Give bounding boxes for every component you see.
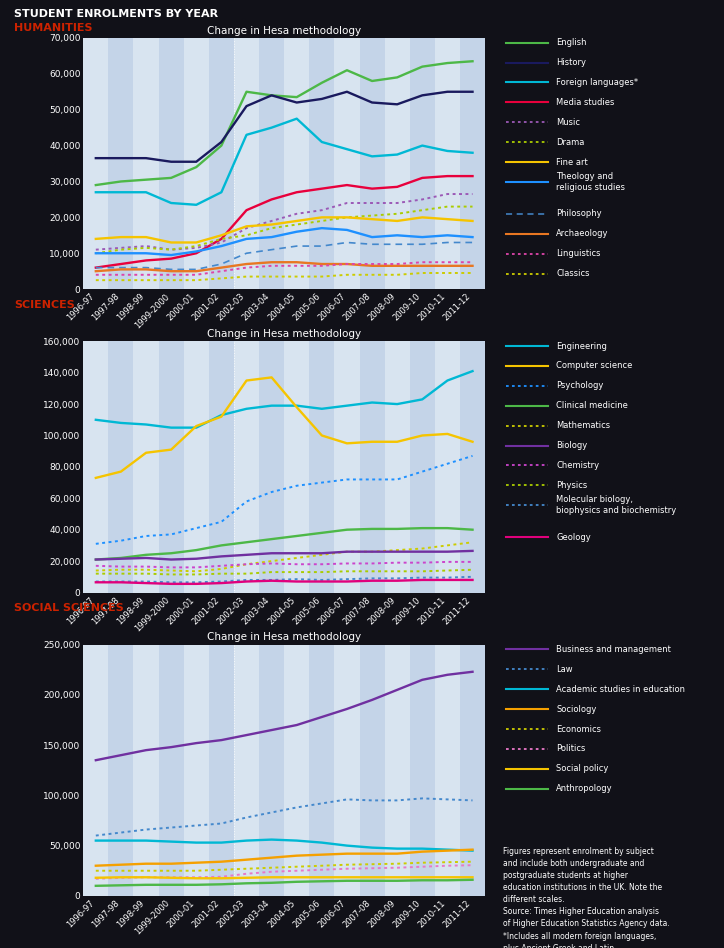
Bar [309,38,334,289]
Text: Politics: Politics [556,744,586,754]
Bar [309,341,334,592]
Bar [209,645,234,896]
Text: Drama: Drama [556,137,584,147]
Bar [133,38,159,289]
Bar [234,38,259,289]
Text: Philosophy: Philosophy [556,210,602,218]
Bar [109,341,133,592]
Text: SOCIAL SCIENCES: SOCIAL SCIENCES [14,603,125,613]
Text: Fine art: Fine art [556,157,588,167]
Title: Change in Hesa methodology: Change in Hesa methodology [207,632,361,643]
Title: Change in Hesa methodology: Change in Hesa methodology [207,26,361,36]
Bar [184,341,209,592]
Bar [234,341,259,592]
Bar [435,341,460,592]
Bar [83,38,109,289]
Text: Archaeology: Archaeology [556,229,609,238]
Bar [285,341,309,592]
Bar [184,38,209,289]
Bar [109,645,133,896]
Bar [83,645,109,896]
Text: Geology: Geology [556,533,591,541]
Bar [285,645,309,896]
Text: Clinical medicine: Clinical medicine [556,401,628,410]
Text: SCIENCES: SCIENCES [14,300,75,310]
Bar [460,38,485,289]
Bar [133,341,159,592]
Bar [460,645,485,896]
Text: Linguistics: Linguistics [556,249,600,258]
Text: Computer science: Computer science [556,361,632,371]
Title: Change in Hesa methodology: Change in Hesa methodology [207,329,361,339]
Bar [159,645,184,896]
Text: Economics: Economics [556,724,601,734]
Text: History: History [556,58,586,67]
Bar [360,38,384,289]
Bar [334,341,360,592]
Text: Media studies: Media studies [556,98,615,107]
Bar [285,38,309,289]
Bar [384,38,410,289]
Bar [83,341,109,592]
Bar [410,38,435,289]
Bar [209,38,234,289]
Bar [234,645,259,896]
Bar [384,645,410,896]
Bar [259,645,284,896]
Bar [259,38,284,289]
Bar [410,645,435,896]
Bar [435,38,460,289]
Text: Business and management: Business and management [556,645,671,654]
Bar [460,341,485,592]
Text: Law: Law [556,665,573,674]
Text: Engineering: Engineering [556,341,607,351]
Bar [334,38,360,289]
Text: Figures represent enrolment by subject
and include both undergraduate and
postgr: Figures represent enrolment by subject a… [503,847,670,948]
Bar [360,645,384,896]
Text: STUDENT ENROLMENTS BY YEAR: STUDENT ENROLMENTS BY YEAR [14,9,219,20]
Bar [384,341,410,592]
Bar [184,645,209,896]
Bar [334,645,360,896]
Text: Music: Music [556,118,580,127]
Bar [109,38,133,289]
Bar [410,341,435,592]
Text: Chemistry: Chemistry [556,461,599,470]
Bar [309,645,334,896]
Text: Sociology: Sociology [556,704,597,714]
Text: Foreign languages*: Foreign languages* [556,78,638,87]
Text: Social policy: Social policy [556,764,608,774]
Text: Physics: Physics [556,481,587,490]
Text: HUMANITIES: HUMANITIES [14,23,93,33]
Bar [159,341,184,592]
Text: Biology: Biology [556,441,587,450]
Text: Academic studies in education: Academic studies in education [556,684,685,694]
Bar [360,341,384,592]
Bar [435,645,460,896]
Text: Mathematics: Mathematics [556,421,610,430]
Text: Psychology: Psychology [556,381,603,391]
Bar [209,341,234,592]
Text: Molecular biology,
biophysics and biochemistry: Molecular biology, biophysics and bioche… [556,495,676,516]
Text: Anthropology: Anthropology [556,784,613,793]
Bar [259,341,284,592]
Bar [133,645,159,896]
Text: English: English [556,38,586,47]
Bar [159,38,184,289]
Text: Classics: Classics [556,269,589,278]
Text: Theology and
religious studies: Theology and religious studies [556,172,625,192]
